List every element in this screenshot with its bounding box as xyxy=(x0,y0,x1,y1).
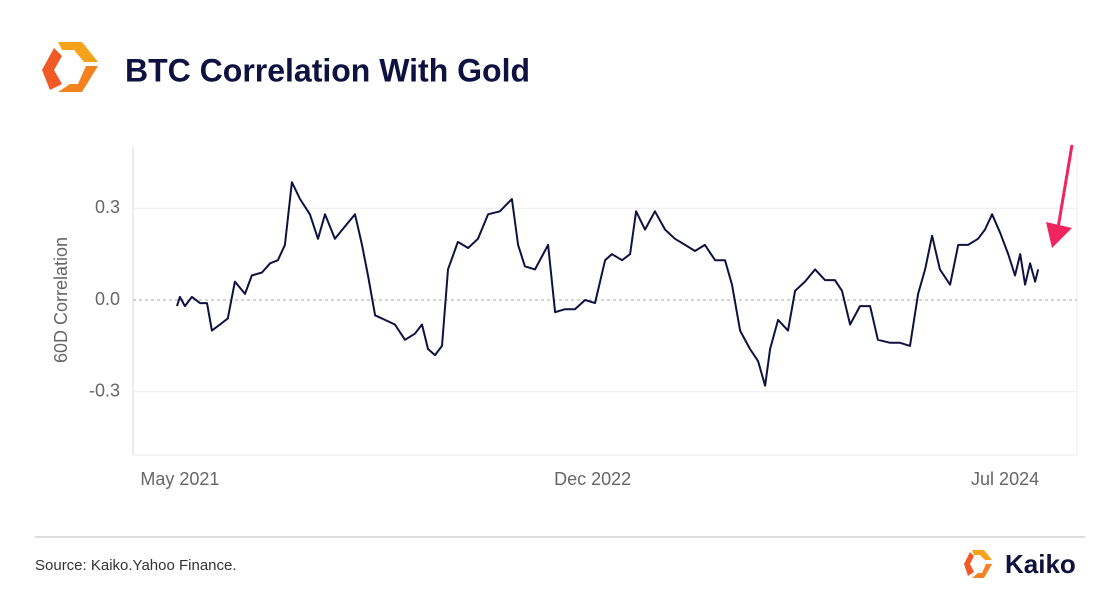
brand-logo xyxy=(964,550,992,578)
source: Source: Kaiko.Yahoo Finance. xyxy=(35,557,237,574)
x-tick-label: May 2021 xyxy=(140,469,219,489)
logo xyxy=(42,42,98,92)
y-tick-label: 0.3 xyxy=(95,197,120,217)
annotation-arrow xyxy=(1046,144,1074,248)
line xyxy=(176,181,1040,387)
plot: -0.3 0.0 0.3 May 2021 Dec 2022 Jul 2024 xyxy=(89,181,1077,489)
y-tick-label: -0.3 xyxy=(89,381,120,401)
y-tick-label: 0.0 xyxy=(95,289,120,309)
title: BTC Correlation With Gold xyxy=(125,52,530,88)
x-tick-label: Dec 2022 xyxy=(554,469,631,489)
x-tick-label: Jul 2024 xyxy=(971,469,1039,489)
brand: Kaiko xyxy=(1005,549,1076,579)
y-axis-label: 60D Correlation xyxy=(51,237,71,363)
